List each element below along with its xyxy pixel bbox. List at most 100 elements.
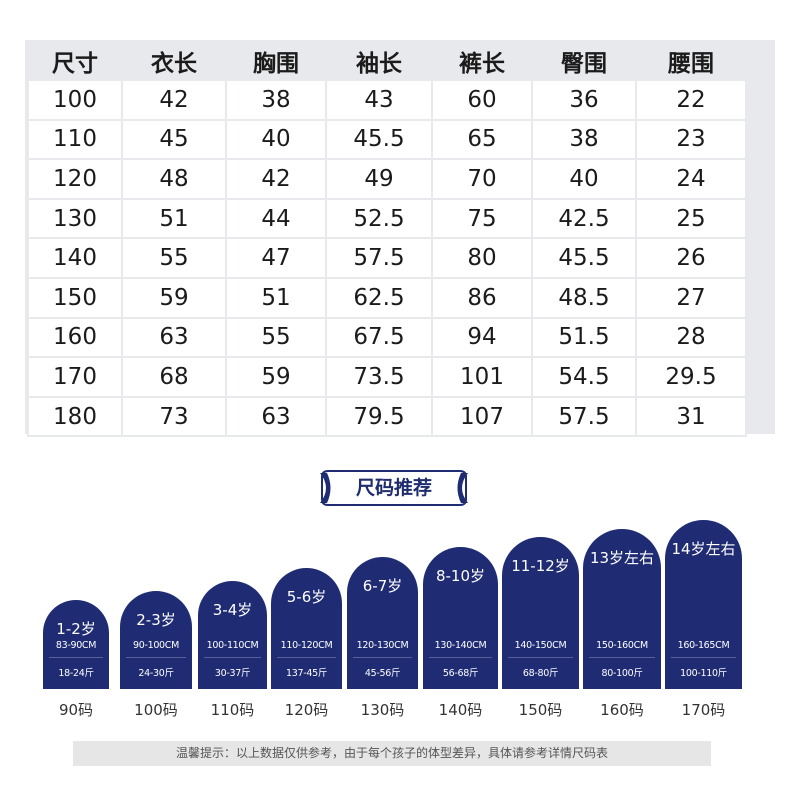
table-row: 120 48 42 49 70 40 24 — [27, 158, 747, 200]
table-cell: 42.5 — [531, 197, 637, 240]
table-cell: 54.5 — [531, 356, 637, 398]
size-label: 160码 — [600, 701, 644, 719]
table-cell: 45.5 — [531, 237, 637, 279]
header-size: 尺寸 — [52, 51, 98, 77]
notice-text: 温馨提示：以上数据仅供参考，由于每个孩子的体型差异，具体请参考详情尺码表 — [73, 741, 711, 766]
header-chest: 胸围 — [253, 51, 299, 77]
weight-range: 137-45斤 — [285, 668, 328, 679]
table-cell: 63 — [225, 395, 327, 438]
table-row: 130 51 44 52.5 75 42.5 25 — [27, 197, 747, 240]
table-cell: 44 — [225, 197, 327, 240]
height-range: 120-130CM — [356, 640, 409, 651]
table-cell: 140 — [27, 237, 123, 279]
table-cell: 52.5 — [325, 197, 433, 240]
table-cell: 73 — [121, 395, 227, 438]
size-label: 110码 — [210, 701, 255, 719]
height-range: 83-90CM — [55, 640, 97, 651]
table-cell: 51 — [121, 197, 227, 240]
age-range: 11-12岁 — [511, 557, 570, 575]
height-range: 160-165CM — [677, 640, 730, 651]
table-cell: 36 — [531, 79, 637, 121]
table-cell: 25 — [635, 197, 747, 240]
age-range: 3-4岁 — [212, 601, 253, 619]
table-cell: 150 — [27, 276, 123, 319]
section-title: 尺码推荐 — [355, 477, 432, 499]
header-hip: 臀围 — [561, 51, 607, 77]
table-cell: 68 — [121, 356, 227, 398]
age-card: 1-2岁 83-90CM 18-24斤 — [43, 600, 109, 689]
table-cell: 60 — [431, 79, 533, 121]
table-cell: 110 — [27, 118, 123, 161]
table-cell: 170 — [27, 356, 123, 398]
table-cell: 100 — [27, 79, 123, 121]
table-cell: 130 — [27, 197, 123, 240]
age-range: 5-6岁 — [286, 588, 327, 606]
table-row: 170 68 59 73.5 101 54.5 29.5 — [27, 356, 747, 398]
table-cell: 51 — [225, 276, 327, 319]
weight-range: 68-80斤 — [522, 668, 559, 679]
table-cell: 23 — [635, 118, 747, 161]
title-badge-shape — [320, 470, 468, 506]
age-range: 13岁左右 — [589, 549, 655, 567]
table-cell: 48.5 — [531, 276, 637, 319]
table-cell: 101 — [431, 356, 533, 398]
table-cell: 94 — [431, 316, 533, 359]
table-header-row: 尺寸 衣长 胸围 袖长 裤长 臀围 腰围 — [28, 43, 746, 80]
height-range: 130-140CM — [434, 640, 487, 651]
table-cell: 43 — [325, 79, 433, 121]
table-cell: 29.5 — [635, 356, 747, 398]
height-range: 140-150CM — [514, 640, 567, 651]
table-cell: 40 — [531, 158, 637, 200]
table-cell: 45.5 — [325, 118, 433, 161]
table-cell: 47 — [225, 237, 327, 279]
card-divider — [204, 657, 261, 658]
size-table: 尺寸 衣长 胸围 袖长 裤长 臀围 腰围 100 42 38 43 60 36 22 110 4… — [27, 43, 747, 438]
table-cell: 75 — [431, 197, 533, 240]
age-range: 8-10岁 — [435, 567, 486, 585]
table-cell: 48 — [121, 158, 227, 200]
table-row: 110 45 40 45.5 65 38 23 — [27, 118, 747, 161]
table-cell: 38 — [531, 118, 637, 161]
table-cell: 26 — [635, 237, 747, 279]
age-range: 14岁左右 — [671, 540, 736, 558]
table-cell: 27 — [635, 276, 747, 319]
height-range: 100-110CM — [206, 640, 259, 651]
header-sleeve: 袖长 — [356, 51, 402, 77]
age-card: 2-3岁 90-100CM 24-30斤 — [120, 591, 192, 689]
card-divider — [353, 657, 412, 658]
header-waist: 腰围 — [668, 51, 714, 77]
table-cell: 67.5 — [325, 316, 433, 359]
table-cell: 65 — [431, 118, 533, 161]
weight-range: 18-24斤 — [58, 668, 94, 679]
table-cell: 120 — [27, 158, 123, 200]
table-cell: 55 — [121, 237, 227, 279]
card-divider — [589, 657, 655, 658]
table-cell: 40 — [225, 118, 327, 161]
table-row: 150 59 51 62.5 86 48.5 27 — [27, 276, 747, 319]
age-range: 1-2岁 — [56, 620, 96, 638]
header-pants-length: 裤长 — [459, 51, 505, 77]
size-label: 100码 — [134, 701, 178, 719]
table-cell: 62.5 — [325, 276, 433, 319]
table-cell: 57.5 — [325, 237, 433, 279]
table-cell: 107 — [431, 395, 533, 438]
weight-range: 80-100斤 — [601, 668, 643, 679]
header-length: 衣长 — [151, 51, 197, 77]
table-row: 100 42 38 43 60 36 22 — [27, 79, 747, 121]
age-range: 6-7岁 — [362, 577, 403, 595]
weight-range: 24-30斤 — [138, 668, 174, 679]
table-cell: 28 — [635, 316, 747, 359]
table-cell: 63 — [121, 316, 227, 359]
age-card: 13岁左右 150-160CM 80-100斤 — [583, 529, 661, 689]
table-cell: 24 — [635, 158, 747, 200]
table-cell: 31 — [635, 395, 747, 438]
section-title-badge: 尺码推荐 — [318, 469, 470, 507]
table-cell: 80 — [431, 237, 533, 279]
table-cell: 79.5 — [325, 395, 433, 438]
table-cell: 42 — [121, 79, 227, 121]
weight-range: 45-56斤 — [364, 668, 401, 679]
card-divider — [429, 657, 492, 658]
weight-range: 56-68斤 — [442, 668, 479, 679]
card-divider — [126, 657, 186, 658]
age-range: 2-3岁 — [136, 611, 176, 629]
